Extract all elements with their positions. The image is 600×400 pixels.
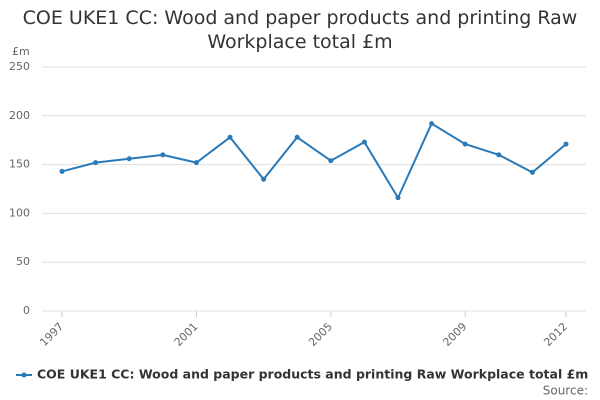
point <box>328 158 334 164</box>
point <box>261 176 267 182</box>
chart-title: COE UKE1 CC: Wood and paper products and… <box>22 7 578 53</box>
x-tick-label: 2009 <box>440 320 469 349</box>
x-tick-label: 1997 <box>37 320 66 349</box>
x-tick-label: 2012 <box>541 320 570 349</box>
point <box>193 160 199 166</box>
source: Source: <box>543 384 588 398</box>
point <box>429 121 435 127</box>
legend-label: COE UKE1 CC: Wood and paper products and… <box>37 367 588 382</box>
point <box>227 134 233 140</box>
point <box>563 141 569 147</box>
line <box>61 122 567 200</box>
y-tick-label: 50 <box>16 255 30 268</box>
y-tick-label: 100 <box>9 206 30 219</box>
y-tick-label: 150 <box>9 158 30 171</box>
legend-marker <box>21 372 27 378</box>
point <box>160 152 166 158</box>
point <box>294 134 300 140</box>
point <box>529 169 535 175</box>
point <box>395 195 401 201</box>
x-tick-label: 2001 <box>172 320 201 349</box>
y-tick-label: 250 <box>9 60 30 73</box>
y-tick-label: 200 <box>9 109 30 122</box>
x-tick-label: 2005 <box>306 320 335 349</box>
point <box>496 152 502 158</box>
y-axis-label: £m <box>12 45 30 58</box>
point <box>361 139 367 145</box>
point <box>59 168 65 174</box>
point <box>126 156 132 162</box>
point <box>93 160 99 166</box>
y-tick-label: 0 <box>23 304 30 317</box>
point <box>462 141 468 147</box>
